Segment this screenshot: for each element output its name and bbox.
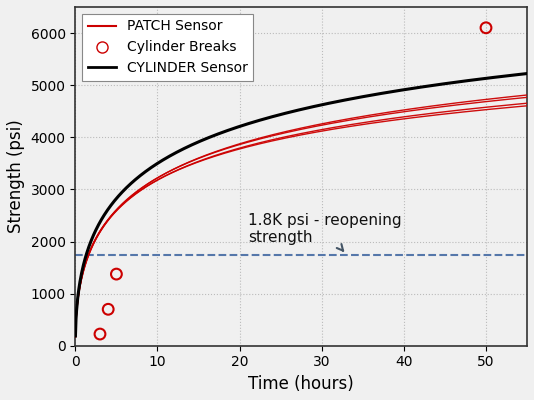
X-axis label: Time (hours): Time (hours): [248, 375, 354, 393]
Point: [482, 24, 490, 31]
Y-axis label: Strength (psi): Strength (psi): [7, 120, 25, 233]
Point: [104, 306, 113, 312]
Point: [112, 271, 121, 277]
Text: 1.8K psi - reopening
strength: 1.8K psi - reopening strength: [248, 213, 402, 251]
Legend: PATCH Sensor, Cylinder Breaks, CYLINDER Sensor: PATCH Sensor, Cylinder Breaks, CYLINDER …: [82, 14, 253, 81]
Point: [96, 331, 104, 337]
